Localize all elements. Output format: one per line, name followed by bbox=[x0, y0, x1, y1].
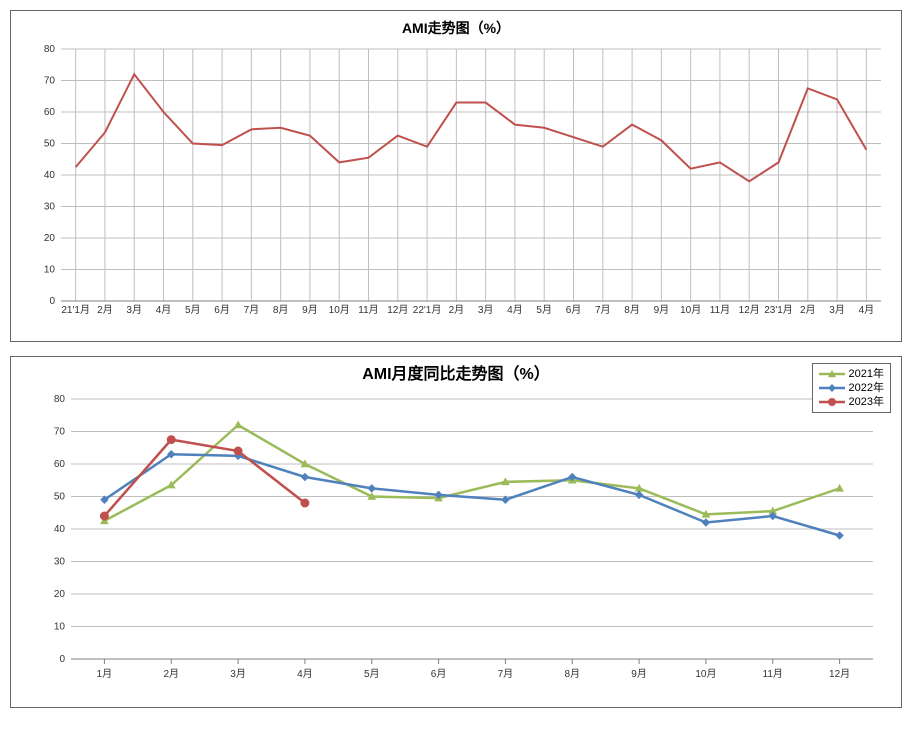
svg-text:0: 0 bbox=[49, 296, 55, 307]
svg-text:9月: 9月 bbox=[654, 304, 670, 316]
legend-item: 2023年 bbox=[819, 395, 884, 409]
ami-monthly-yoy-chart: AMI月度同比走势图（%） 0 10 20 30 40 50 60 70 80 1月 2月 3月 4月 5月… bbox=[10, 356, 902, 708]
svg-text:80: 80 bbox=[54, 394, 66, 405]
svg-text:11月: 11月 bbox=[763, 668, 783, 680]
svg-text:11月: 11月 bbox=[710, 304, 730, 316]
svg-text:7月: 7月 bbox=[498, 668, 514, 680]
svg-text:80: 80 bbox=[44, 44, 56, 55]
svg-text:12月: 12月 bbox=[739, 304, 760, 316]
svg-text:20: 20 bbox=[54, 589, 66, 600]
series-2021年 bbox=[104, 425, 839, 521]
svg-text:4月: 4月 bbox=[859, 304, 875, 316]
svg-text:9月: 9月 bbox=[302, 304, 318, 316]
svg-text:1月: 1月 bbox=[97, 668, 113, 680]
series-AMI bbox=[76, 74, 867, 181]
ami-trend-chart: AMI走势图（%） 0 10 20 30 40 50 60 70 80 21'1月 2月 3月 4月 5月 6… bbox=[10, 10, 902, 342]
svg-text:4月: 4月 bbox=[297, 668, 313, 680]
svg-text:9月: 9月 bbox=[631, 668, 647, 680]
svg-text:60: 60 bbox=[44, 107, 56, 118]
svg-text:20: 20 bbox=[44, 233, 56, 244]
svg-text:3月: 3月 bbox=[126, 304, 142, 316]
svg-text:2月: 2月 bbox=[163, 668, 179, 680]
svg-text:3月: 3月 bbox=[829, 304, 845, 316]
legend-item: 2021年 bbox=[819, 367, 884, 381]
svg-text:70: 70 bbox=[44, 76, 56, 87]
svg-text:12月: 12月 bbox=[829, 668, 850, 680]
svg-text:6月: 6月 bbox=[566, 304, 582, 316]
svg-text:30: 30 bbox=[44, 202, 56, 213]
svg-text:10月: 10月 bbox=[329, 304, 350, 316]
svg-text:5月: 5月 bbox=[536, 304, 552, 316]
svg-text:8月: 8月 bbox=[624, 304, 640, 316]
svg-text:3月: 3月 bbox=[230, 668, 246, 680]
svg-text:8月: 8月 bbox=[564, 668, 580, 680]
svg-text:70: 70 bbox=[54, 427, 66, 438]
svg-text:6月: 6月 bbox=[214, 304, 230, 316]
svg-text:40: 40 bbox=[44, 170, 56, 181]
chart-legend: 2021年2022年2023年 bbox=[812, 363, 891, 413]
svg-text:2月: 2月 bbox=[449, 304, 465, 316]
svg-text:30: 30 bbox=[54, 557, 66, 568]
svg-text:60: 60 bbox=[54, 459, 66, 470]
svg-text:3月: 3月 bbox=[478, 304, 494, 316]
svg-text:21'1月: 21'1月 bbox=[61, 304, 90, 316]
svg-text:7月: 7月 bbox=[244, 304, 260, 316]
svg-text:40: 40 bbox=[54, 524, 66, 535]
svg-text:10: 10 bbox=[54, 622, 66, 633]
chart-title: AMI月度同比走势图（%） bbox=[362, 364, 550, 383]
svg-text:11月: 11月 bbox=[358, 304, 378, 316]
svg-text:4月: 4月 bbox=[507, 304, 523, 316]
svg-text:50: 50 bbox=[44, 139, 56, 150]
svg-text:4月: 4月 bbox=[156, 304, 172, 316]
chart-title: AMI走势图（%） bbox=[402, 20, 510, 36]
svg-text:5月: 5月 bbox=[185, 304, 201, 316]
svg-text:50: 50 bbox=[54, 492, 66, 503]
svg-text:23'1月: 23'1月 bbox=[764, 304, 793, 316]
svg-text:10: 10 bbox=[44, 265, 56, 276]
svg-text:0: 0 bbox=[59, 654, 65, 665]
legend-item: 2022年 bbox=[819, 381, 884, 395]
svg-text:10月: 10月 bbox=[695, 668, 716, 680]
svg-text:6月: 6月 bbox=[431, 668, 447, 680]
svg-text:12月: 12月 bbox=[387, 304, 408, 316]
svg-text:8月: 8月 bbox=[273, 304, 289, 316]
svg-text:5月: 5月 bbox=[364, 668, 380, 680]
series-2022年 bbox=[104, 454, 839, 535]
svg-text:2月: 2月 bbox=[800, 304, 816, 316]
svg-text:7月: 7月 bbox=[595, 304, 611, 316]
svg-text:10月: 10月 bbox=[680, 304, 701, 316]
svg-text:2月: 2月 bbox=[97, 304, 113, 316]
svg-text:22'1月: 22'1月 bbox=[413, 304, 442, 316]
